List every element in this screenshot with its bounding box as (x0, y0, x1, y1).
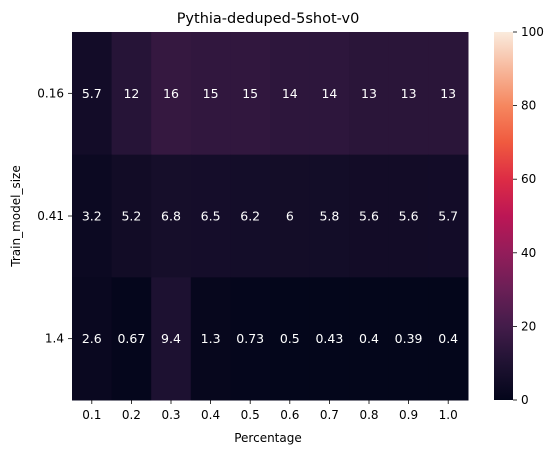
colorbar-tick-label: 80 (521, 99, 536, 113)
cell-value-label: 5.6 (399, 209, 419, 224)
heatmap-cell (428, 277, 469, 401)
cell-value-label: 0.4 (359, 331, 379, 346)
heatmap-cell (270, 277, 311, 401)
heatmap-cell (111, 154, 152, 278)
cell-value-label: 5.2 (121, 209, 141, 224)
heatmap-cell (309, 32, 350, 156)
x-tick-label: 0.8 (359, 408, 378, 422)
heatmap-cell (111, 277, 152, 401)
heatmap-cell (190, 154, 231, 278)
x-axis-label: Percentage (234, 431, 302, 445)
heatmap-cell (151, 154, 192, 278)
heatmap-cell (349, 277, 390, 401)
heatmap-cell (349, 32, 390, 156)
colorbar-tick-label: 100 (521, 25, 544, 39)
cell-value-label: 13 (401, 86, 417, 101)
cell-value-label: 15 (203, 86, 219, 101)
cell-value-label: 0.67 (117, 331, 145, 346)
heatmap-cell (151, 277, 192, 401)
heatmap-cells (72, 32, 469, 401)
cell-value-label: 5.7 (438, 209, 458, 224)
heatmap-cell (388, 154, 429, 278)
heatmap-cell (270, 154, 311, 278)
heatmap-cell (72, 154, 113, 278)
colorbar-tick-label: 0 (521, 393, 529, 407)
cell-value-label: 1.3 (201, 331, 221, 346)
colorbar-tick-label: 20 (521, 319, 536, 333)
cell-value-label: 3.2 (82, 209, 102, 224)
cell-value-label: 5.8 (319, 209, 339, 224)
cell-value-label: 9.4 (161, 331, 181, 346)
cell-value-label: 14 (321, 86, 337, 101)
cell-value-label: 0.43 (315, 331, 343, 346)
cell-value-label: 6.2 (240, 209, 260, 224)
cell-value-label: 6 (286, 209, 294, 224)
y-axis-label: Train_model_size (9, 165, 23, 267)
cell-value-label: 5.7 (82, 86, 102, 101)
x-tick-label: 1.0 (439, 408, 458, 422)
x-axis-ticks: 0.1 0.2 0.3 0.4 0.5 0.6 0.7 0.8 0.9 1.0 (82, 400, 458, 422)
heatmap-cell (388, 277, 429, 401)
cell-value-label: 0.5 (280, 331, 300, 346)
heatmap-cell (309, 154, 350, 278)
y-tick-label: 0.41 (37, 209, 64, 223)
cell-value-label: 14 (282, 86, 298, 101)
cell-value-label: 0.73 (236, 331, 264, 346)
heatmap-cell (388, 32, 429, 156)
heatmap-cell (190, 32, 231, 156)
y-axis-ticks: 0.16 0.41 1.4 (37, 86, 72, 346)
x-tick-label: 0.2 (122, 408, 141, 422)
heatmap-cell (111, 32, 152, 156)
colorbar-tick-label: 40 (521, 246, 536, 260)
heatmap-cell (230, 277, 271, 401)
cell-value-label: 15 (242, 86, 258, 101)
x-tick-label: 0.7 (320, 408, 339, 422)
cell-value-label: 0.4 (438, 331, 458, 346)
cell-value-label: 6.8 (161, 209, 181, 224)
heatmap-cell-labels: 5.7 12 16 15 15 14 14 13 13 13 3.2 5.2 6.8 6.5 6.2 6 5.8… (82, 86, 458, 346)
x-tick-label: 0.3 (161, 408, 180, 422)
heatmap-cell (230, 32, 271, 156)
colorbar-ticks: 0 20 40 60 80 100 (513, 25, 544, 407)
heatmap-cell (72, 277, 113, 401)
heatmap-cell (309, 277, 350, 401)
heatmap-cell (151, 32, 192, 156)
colorbar: 0 20 40 60 80 100 (494, 25, 544, 407)
chart-title: Pythia-deduped-5shot-v0 (177, 11, 360, 27)
y-tick-label: 0.16 (37, 86, 64, 100)
x-tick-label: 0.5 (241, 408, 260, 422)
y-tick-label: 1.4 (45, 332, 64, 346)
heatmap-cell (190, 277, 231, 401)
x-tick-label: 0.6 (280, 408, 299, 422)
colorbar-tick-label: 60 (521, 172, 536, 186)
cell-value-label: 6.5 (201, 209, 221, 224)
heatmap-cell (428, 154, 469, 278)
cell-value-label: 5.6 (359, 209, 379, 224)
x-tick-label: 0.1 (82, 408, 101, 422)
x-tick-label: 0.4 (201, 408, 220, 422)
heatmap-cell (72, 32, 113, 156)
heatmap-cell (230, 154, 271, 278)
cell-value-label: 0.39 (395, 331, 423, 346)
cell-value-label: 12 (123, 86, 139, 101)
cell-value-label: 16 (163, 86, 179, 101)
cell-value-label: 13 (361, 86, 377, 101)
x-tick-label: 0.9 (399, 408, 418, 422)
heatmap-cell (270, 32, 311, 156)
heatmap-cell (428, 32, 469, 156)
cell-value-label: 13 (440, 86, 456, 101)
colorbar-gradient (494, 32, 513, 400)
cell-value-label: 2.6 (82, 331, 102, 346)
heatmap-cell (349, 154, 390, 278)
